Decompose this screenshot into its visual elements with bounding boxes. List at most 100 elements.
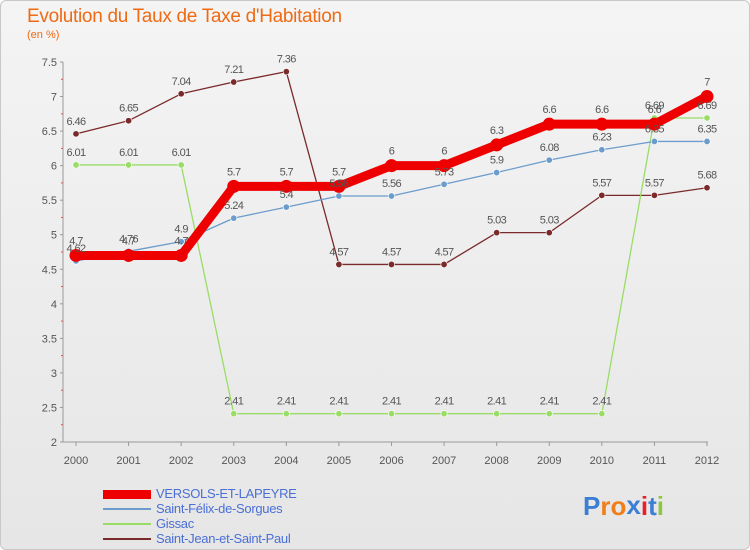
data-point: [387, 260, 395, 268]
data-label: 4.57: [329, 246, 348, 258]
data-point: [122, 248, 136, 262]
series-3: [72, 68, 711, 268]
y-tick-label: 5.5: [42, 195, 57, 207]
proxiti-logo: Proxiti: [583, 490, 664, 522]
data-point: [72, 161, 80, 169]
data-point: [387, 410, 395, 418]
data-point: [545, 410, 553, 418]
data-label: 6.46: [66, 116, 85, 128]
data-label: 7.21: [224, 64, 243, 76]
data-point: [703, 137, 711, 145]
x-tick-label: 2007: [432, 455, 456, 467]
logo-letter: o: [610, 491, 627, 521]
x-tick-label: 2009: [537, 455, 561, 467]
series-0: [69, 90, 714, 262]
data-label: 2.41: [382, 396, 401, 408]
data-label: 6.65: [119, 103, 138, 115]
data-label: 5.73: [435, 166, 454, 178]
data-label: 5.4: [280, 189, 294, 201]
logo-letter: t: [648, 491, 657, 521]
data-point: [493, 229, 501, 237]
data-label: 2.41: [435, 396, 454, 408]
data-point: [335, 260, 343, 268]
legend-swatch: [103, 508, 151, 510]
data-label: 6: [389, 146, 395, 158]
data-label: 7.36: [277, 54, 296, 66]
logo-letter: r: [600, 491, 611, 521]
y-axis-unit: (en %): [27, 29, 60, 41]
data-point: [125, 117, 133, 125]
data-point: [230, 214, 238, 222]
data-label: 5.24: [224, 200, 243, 212]
data-label: 4.57: [382, 246, 401, 258]
data-label: 2.41: [487, 396, 506, 408]
data-point: [125, 161, 133, 169]
y-tick-label: 2: [51, 437, 57, 449]
data-label: 6.69: [645, 100, 664, 112]
y-tick-label: 6: [51, 161, 57, 173]
data-point: [598, 410, 606, 418]
legend-item: Saint-Jean-et-Saint-Paul: [103, 531, 363, 546]
data-point: [335, 192, 343, 200]
data-point: [493, 410, 501, 418]
data-point: [69, 248, 83, 262]
data-label: 4.62: [66, 243, 85, 255]
data-point: [650, 137, 658, 145]
x-tick-label: 2005: [327, 455, 351, 467]
legend-label: Saint-Félix-de-Sorgues: [156, 501, 283, 516]
data-point: [598, 146, 606, 154]
x-tick-label: 2006: [379, 455, 403, 467]
data-label: 5.9: [490, 155, 504, 167]
data-point: [542, 117, 556, 131]
data-label: 2.41: [592, 396, 611, 408]
x-tick-label: 2004: [274, 455, 298, 467]
data-point: [282, 203, 290, 211]
data-point: [177, 90, 185, 98]
logo-letter: x: [626, 490, 641, 520]
data-label: 6.01: [119, 147, 138, 159]
y-tick-label: 4.5: [42, 264, 57, 276]
data-point: [545, 229, 553, 237]
data-point: [387, 192, 395, 200]
data-label: 7: [704, 77, 710, 89]
legend-item: Gissac: [103, 516, 363, 531]
data-point: [177, 161, 185, 169]
data-point: [282, 68, 290, 76]
data-label: 4.7: [174, 235, 188, 247]
legend-swatch: [103, 538, 151, 540]
legend-label: VERSOLS-ET-LAPEYRE: [156, 486, 297, 501]
y-tick-label: 2.5: [42, 402, 57, 414]
x-tick-label: 2000: [64, 455, 88, 467]
data-label: 4.76: [119, 233, 138, 245]
data-label: 5.57: [592, 177, 611, 189]
data-label: 2.41: [329, 396, 348, 408]
data-label: 5.7: [227, 166, 241, 178]
data-label: 5.68: [697, 170, 716, 182]
data-label: 6.6: [595, 104, 609, 116]
data-label: 6.69: [697, 100, 716, 112]
chart-title: Evolution du Taux de Taxe d'Habitation: [27, 6, 342, 27]
data-point: [440, 180, 448, 188]
data-label: 4.9: [174, 224, 188, 236]
data-label: 4.57: [435, 246, 454, 258]
data-label: 2.41: [540, 396, 559, 408]
legend-label: Saint-Jean-et-Saint-Paul: [156, 531, 291, 546]
data-label: 6.6: [648, 104, 662, 116]
x-tick-label: 2010: [590, 455, 614, 467]
data-point: [493, 169, 501, 177]
data-point: [230, 78, 238, 86]
data-label: 6.08: [540, 142, 559, 154]
data-point: [650, 191, 658, 199]
data-point: [230, 410, 238, 418]
data-label: 6.01: [172, 147, 191, 159]
data-point: [647, 117, 661, 131]
data-point: [335, 410, 343, 418]
y-tick-label: 4: [51, 299, 57, 311]
y-tick-label: 6.5: [42, 126, 57, 138]
data-label: 6.23: [592, 132, 611, 144]
x-tick-label: 2012: [695, 455, 719, 467]
data-point: [385, 159, 398, 173]
series-2: [72, 114, 711, 418]
data-label: 6.3: [490, 125, 504, 137]
